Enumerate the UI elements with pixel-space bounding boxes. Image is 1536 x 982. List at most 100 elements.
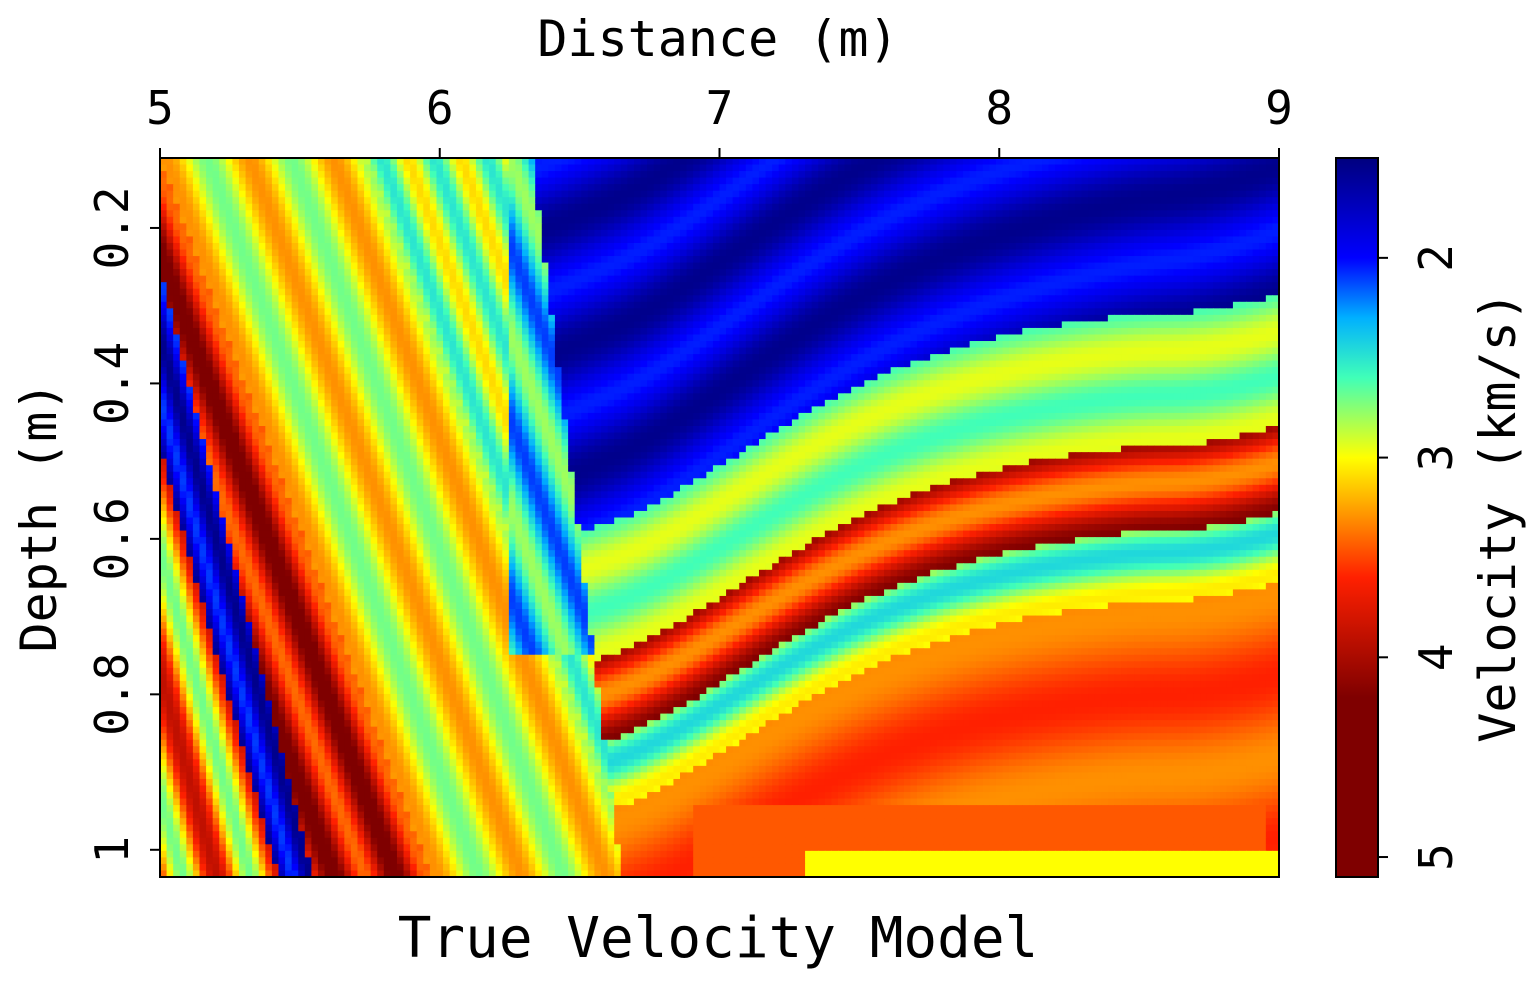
heatmap-cell xyxy=(673,165,680,172)
heatmap-cell xyxy=(364,236,371,243)
heatmap-cell xyxy=(634,276,641,283)
heatmap-cell xyxy=(246,217,253,224)
heatmap-cell xyxy=(779,171,786,178)
heatmap-cell xyxy=(1207,276,1214,283)
heatmap-cell xyxy=(371,178,378,185)
heatmap-cell xyxy=(746,269,753,276)
heatmap-cell xyxy=(845,191,852,198)
heatmap-cell xyxy=(943,223,950,230)
heatmap-cell xyxy=(1226,171,1233,178)
heatmap-cell xyxy=(397,191,404,198)
heatmap-cell xyxy=(983,269,990,276)
heatmap-cell xyxy=(1009,165,1016,172)
heatmap-cell xyxy=(338,236,345,243)
heatmap-cell xyxy=(752,236,759,243)
heatmap-cell xyxy=(1075,230,1082,237)
heatmap-cell xyxy=(186,178,193,185)
heatmap-cell xyxy=(371,269,378,276)
heatmap-cell xyxy=(831,282,838,289)
heatmap-cell xyxy=(397,210,404,217)
heatmap-cell xyxy=(970,263,977,270)
heatmap-cell xyxy=(1082,282,1089,289)
heatmap-cell xyxy=(568,295,575,302)
heatmap-cell xyxy=(186,308,193,315)
heatmap-cell xyxy=(469,171,476,178)
heatmap-cell xyxy=(1088,302,1095,309)
heatmap-cell xyxy=(213,315,220,322)
heatmap-cell xyxy=(680,191,687,198)
heatmap-cell xyxy=(213,165,220,172)
heatmap-cell xyxy=(1154,308,1161,315)
heatmap-cell xyxy=(219,197,226,204)
heatmap-cell xyxy=(930,302,937,309)
heatmap-cell xyxy=(469,191,476,198)
heatmap-cell xyxy=(818,171,825,178)
heatmap-cell xyxy=(371,236,378,243)
heatmap-cell xyxy=(660,243,667,250)
heatmap-cell xyxy=(555,191,562,198)
heatmap-cell xyxy=(812,236,819,243)
heatmap-cell xyxy=(825,243,832,250)
heatmap-cell xyxy=(193,250,200,257)
heatmap-cell xyxy=(265,191,272,198)
heatmap-cell xyxy=(1082,276,1089,283)
heatmap-cell xyxy=(548,276,555,283)
heatmap-cell xyxy=(404,191,411,198)
heatmap-cell xyxy=(1003,171,1010,178)
heatmap-cell xyxy=(891,243,898,250)
heatmap-cell xyxy=(1154,210,1161,217)
heatmap-cell xyxy=(1134,158,1141,165)
heatmap-cell xyxy=(357,236,364,243)
heatmap-cell xyxy=(548,302,555,309)
heatmap-cell xyxy=(983,204,990,211)
heatmap-cell xyxy=(739,289,746,296)
heatmap-cell xyxy=(377,171,384,178)
heatmap-cell xyxy=(436,236,443,243)
heatmap-cell xyxy=(581,171,588,178)
heatmap-cell xyxy=(634,210,641,217)
heatmap-cell xyxy=(759,250,766,257)
heatmap-cell xyxy=(594,282,601,289)
heatmap-cell xyxy=(897,217,904,224)
heatmap-cell xyxy=(476,184,483,191)
heatmap-cell xyxy=(1246,178,1253,185)
heatmap-cell xyxy=(1259,302,1266,309)
heatmap-cell xyxy=(509,282,516,289)
heatmap-cell xyxy=(904,184,911,191)
heatmap-cell xyxy=(917,308,924,315)
heatmap-cell xyxy=(535,197,542,204)
heatmap-cell xyxy=(489,256,496,263)
heatmap-cell xyxy=(259,250,266,257)
heatmap-cell xyxy=(529,289,536,296)
heatmap-cell xyxy=(344,289,351,296)
heatmap-cell xyxy=(1147,171,1154,178)
heatmap-cell xyxy=(483,289,490,296)
heatmap-cell xyxy=(199,191,206,198)
heatmap-cell xyxy=(252,191,259,198)
heatmap-cell xyxy=(739,217,746,224)
heatmap-cell xyxy=(1193,171,1200,178)
heatmap-cell xyxy=(542,308,549,315)
heatmap-cell xyxy=(983,295,990,302)
heatmap-cell xyxy=(483,256,490,263)
heatmap-cell xyxy=(838,210,845,217)
heatmap-cell xyxy=(173,236,180,243)
heatmap-cell xyxy=(1134,178,1141,185)
heatmap-cell xyxy=(608,165,615,172)
heatmap-cell xyxy=(1134,230,1141,237)
heatmap-cell xyxy=(1062,197,1069,204)
heatmap-cell xyxy=(996,178,1003,185)
heatmap-cell xyxy=(779,158,786,165)
heatmap-cell xyxy=(575,204,582,211)
heatmap-cell xyxy=(884,295,891,302)
heatmap-cell xyxy=(976,210,983,217)
heatmap-cell xyxy=(805,243,812,250)
heatmap-cell xyxy=(246,302,253,309)
heatmap-cell xyxy=(1154,289,1161,296)
heatmap-cell xyxy=(667,171,674,178)
heatmap-cell xyxy=(1187,276,1194,283)
heatmap-cell xyxy=(1009,295,1016,302)
heatmap-cell xyxy=(858,269,865,276)
heatmap-cell xyxy=(713,236,720,243)
heatmap-cell xyxy=(180,165,187,172)
